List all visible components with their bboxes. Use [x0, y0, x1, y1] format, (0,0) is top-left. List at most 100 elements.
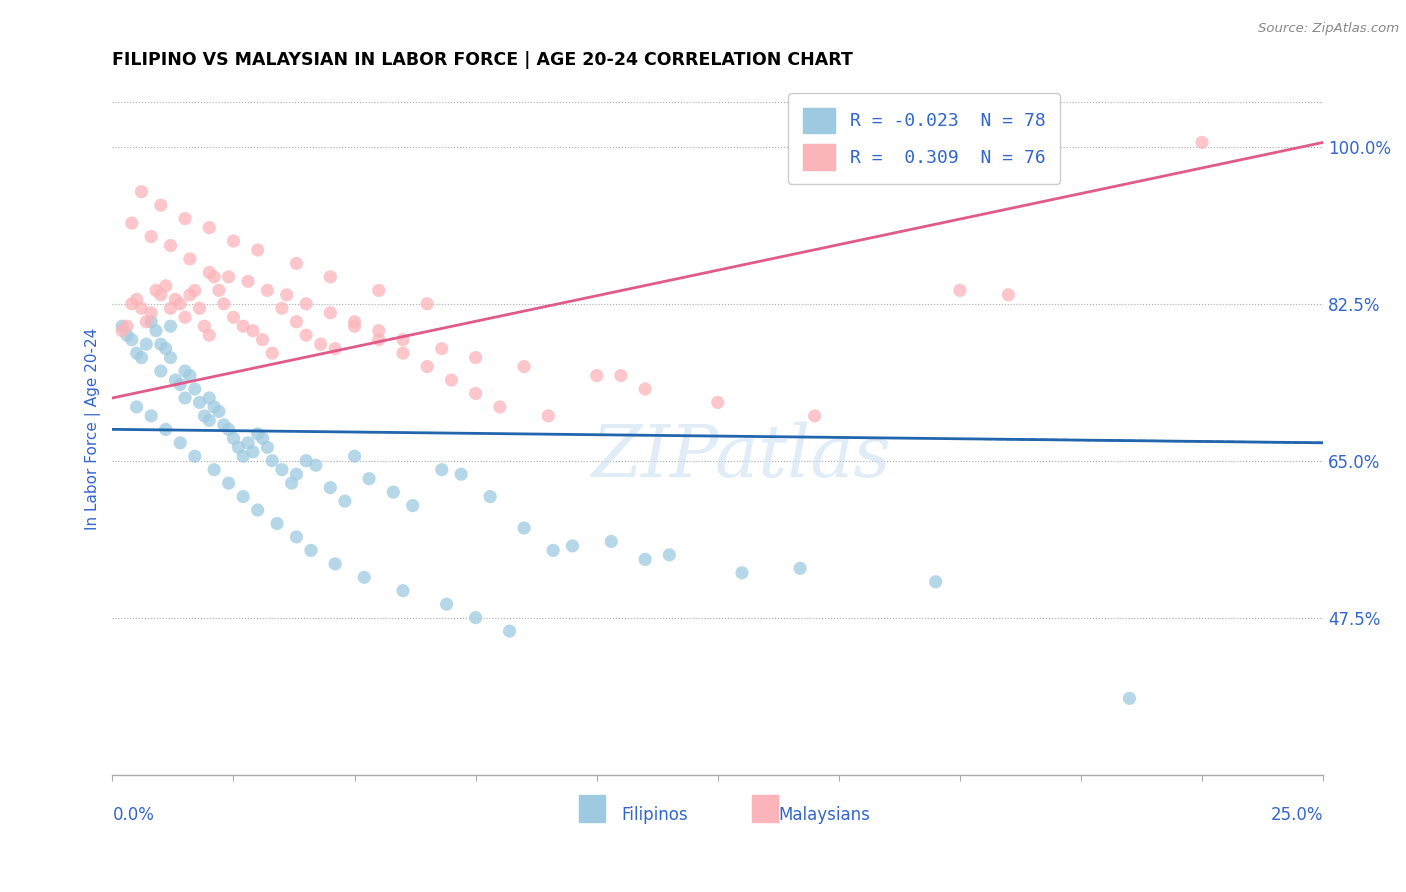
Point — [179, 288, 201, 302]
Point — [174, 310, 197, 325]
Point — [174, 364, 197, 378]
Point — [295, 297, 318, 311]
Y-axis label: In Labor Force | Age 20-24: In Labor Force | Age 20-24 — [86, 328, 101, 531]
Point — [198, 391, 221, 405]
Point — [323, 342, 346, 356]
Point — [416, 297, 439, 311]
Point — [141, 315, 163, 329]
Point — [464, 386, 486, 401]
Point — [343, 449, 366, 463]
Point — [218, 269, 240, 284]
Point — [198, 265, 221, 279]
Point — [252, 431, 274, 445]
Point — [541, 543, 564, 558]
Point — [188, 301, 211, 316]
Point — [925, 574, 948, 589]
Point — [169, 435, 191, 450]
Point — [236, 435, 259, 450]
Point — [285, 256, 308, 270]
Point — [121, 216, 143, 230]
Point — [145, 324, 167, 338]
Point — [464, 610, 486, 624]
Point — [131, 351, 153, 365]
Point — [141, 229, 163, 244]
Point — [135, 337, 157, 351]
Point — [285, 467, 308, 482]
Point — [174, 211, 197, 226]
Point — [131, 185, 153, 199]
Point — [610, 368, 633, 383]
Point — [343, 315, 366, 329]
Point — [121, 333, 143, 347]
Point — [174, 391, 197, 405]
Point — [159, 301, 181, 316]
Point — [367, 324, 389, 338]
Point — [731, 566, 754, 580]
Point — [212, 297, 235, 311]
Point — [159, 238, 181, 252]
Point — [319, 269, 342, 284]
Point — [198, 413, 221, 427]
Point — [184, 284, 207, 298]
Point — [159, 351, 181, 365]
Point — [266, 516, 288, 531]
Point — [1118, 691, 1140, 706]
Point — [246, 426, 269, 441]
Point — [803, 409, 825, 423]
Point — [149, 198, 172, 212]
Point — [202, 269, 225, 284]
Point — [285, 315, 308, 329]
Point — [295, 328, 318, 343]
Point — [115, 319, 138, 334]
Legend: R = -0.023  N = 78, R =  0.309  N = 76: R = -0.023 N = 78, R = 0.309 N = 76 — [789, 93, 1060, 184]
Point — [1191, 136, 1213, 150]
Point — [145, 284, 167, 298]
Point — [208, 284, 231, 298]
Point — [232, 319, 254, 334]
Point — [271, 463, 294, 477]
Point — [125, 293, 148, 307]
Point — [222, 234, 245, 248]
Point — [202, 400, 225, 414]
Point — [285, 530, 308, 544]
Point — [489, 400, 512, 414]
Point — [392, 333, 415, 347]
Point — [997, 288, 1019, 302]
Point — [367, 333, 389, 347]
Text: 25.0%: 25.0% — [1271, 805, 1323, 823]
Point — [198, 220, 221, 235]
Point — [198, 328, 221, 343]
Point — [416, 359, 439, 374]
Point — [165, 293, 187, 307]
Point — [111, 319, 134, 334]
Point — [333, 494, 356, 508]
Point — [430, 463, 453, 477]
Point — [169, 297, 191, 311]
Point — [392, 583, 415, 598]
Point — [141, 306, 163, 320]
Point — [658, 548, 681, 562]
Point — [159, 319, 181, 334]
Point — [141, 409, 163, 423]
Point — [430, 342, 453, 356]
Point — [256, 284, 278, 298]
Point — [382, 485, 405, 500]
Point — [242, 444, 264, 458]
Point — [359, 472, 381, 486]
Point — [242, 324, 264, 338]
Point — [131, 301, 153, 316]
Point — [149, 364, 172, 378]
Point — [319, 481, 342, 495]
Point — [600, 534, 623, 549]
Point — [246, 243, 269, 257]
Point — [513, 521, 536, 535]
Point — [256, 440, 278, 454]
Point — [222, 310, 245, 325]
Point — [262, 346, 284, 360]
Point — [252, 333, 274, 347]
Point — [537, 409, 560, 423]
Point — [561, 539, 583, 553]
Point — [949, 284, 972, 298]
Point — [202, 463, 225, 477]
Point — [479, 490, 502, 504]
